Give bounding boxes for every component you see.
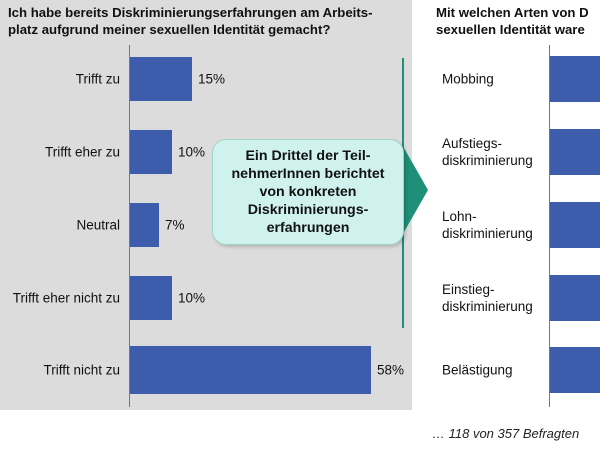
- right-chart-title: Mit welchen Arten von D sexuellen Identi…: [436, 5, 589, 37]
- right-bar-cropped: [550, 129, 600, 175]
- arrow-right-shape: [404, 148, 428, 232]
- left-chart-axis: [129, 45, 130, 407]
- right-bar-cropped: [550, 202, 600, 248]
- left-chart-title: Ich habe bereits Diskriminierungserfahru…: [8, 5, 373, 37]
- right-bar-cropped: [550, 56, 600, 102]
- right-category-label: Lohn- diskriminierung: [442, 209, 533, 241]
- bar: [130, 276, 172, 320]
- value-label: 10%: [178, 144, 206, 160]
- right-category-label: Belästigung: [442, 362, 513, 378]
- bar: [130, 130, 172, 174]
- category-label: Trifft eher nicht zu: [12, 290, 120, 306]
- right-chart-axis: [549, 45, 550, 407]
- right-category-label: Aufstiegs- diskriminierung: [442, 136, 533, 168]
- value-label: 15%: [198, 71, 226, 87]
- right-category-label: Einstieg- diskriminierung: [442, 282, 533, 314]
- bar: [130, 203, 159, 247]
- category-label: Trifft nicht zu: [43, 362, 120, 378]
- bar: [130, 346, 371, 394]
- category-label: Trifft eher zu: [44, 144, 120, 160]
- right-bar-cropped: [550, 275, 600, 321]
- bar: [130, 57, 192, 101]
- right-category-label: Mobbing: [442, 71, 494, 87]
- value-label: 7%: [165, 217, 185, 233]
- right-bar-cropped: [550, 347, 600, 393]
- callout-text: Ein Drittel der Teil- nehmerInnen berich…: [231, 148, 385, 236]
- footnote: … 118 von 357 Befragten: [432, 426, 580, 441]
- value-label: 58%: [377, 362, 405, 378]
- category-label: Trifft zu: [75, 71, 120, 87]
- arrow-right-icon: [404, 148, 430, 232]
- value-label: 10%: [178, 290, 206, 306]
- category-label: Neutral: [76, 217, 120, 233]
- arrow-triangle: [404, 148, 428, 232]
- callout-box: Ein Drittel der Teil- nehmerInnen berich…: [212, 139, 404, 245]
